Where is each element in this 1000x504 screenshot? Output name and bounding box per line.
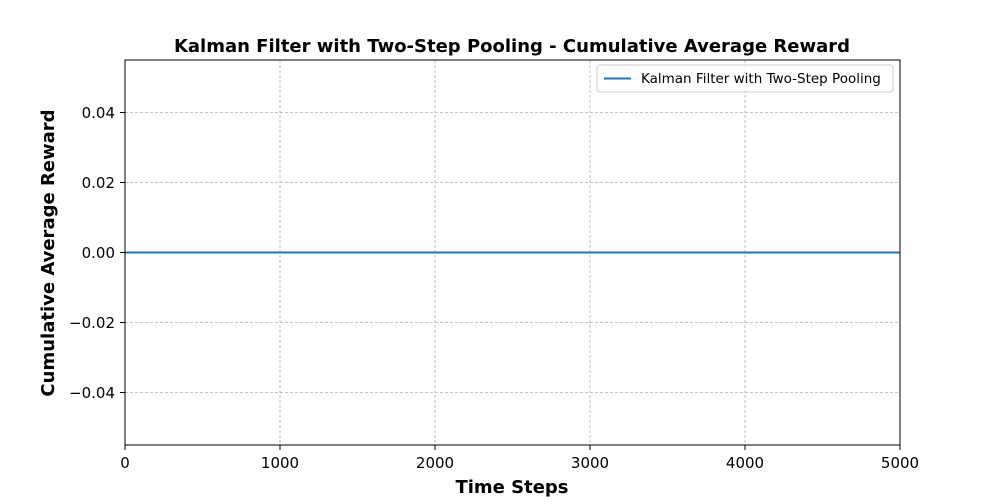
y-tick-label: 0.02 xyxy=(82,174,115,192)
y-tick-label: 0.00 xyxy=(82,244,115,262)
y-tick-label: 0.04 xyxy=(82,104,115,122)
x-axis-ticks: 0 1000 2000 3000 4000 5000 xyxy=(120,445,919,472)
legend-box xyxy=(596,64,894,93)
x-tick-label: 3000 xyxy=(571,454,609,472)
legend-label: Kalman Filter with Two-Step Pooling xyxy=(641,71,881,87)
y-axis-ticks: −0.04 −0.02 0.00 0.02 0.04 xyxy=(69,104,125,402)
y-tick-label: −0.04 xyxy=(69,384,115,402)
chart-title: Kalman Filter with Two-Step Pooling - Cu… xyxy=(174,36,850,57)
legend: Kalman Filter with Two-Step Pooling xyxy=(596,64,894,93)
x-tick-label: 5000 xyxy=(881,454,919,472)
x-tick-label: 1000 xyxy=(261,454,299,472)
y-tick-label: −0.02 xyxy=(69,314,115,332)
x-tick-label: 0 xyxy=(120,454,130,472)
x-axis-label: Time Steps xyxy=(455,477,568,498)
x-tick-label: 4000 xyxy=(726,454,764,472)
y-axis-label: Cumulative Average Reward xyxy=(38,109,59,396)
x-tick-label: 2000 xyxy=(416,454,454,472)
